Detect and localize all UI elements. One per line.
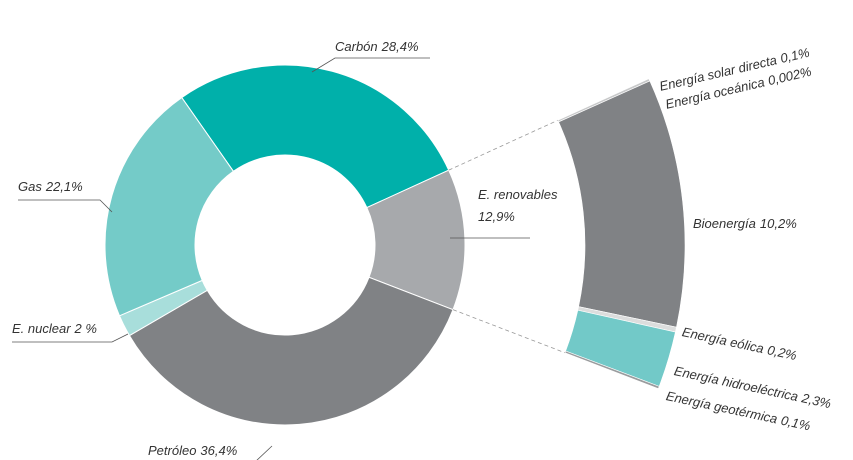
breakdown-label: Energía eólica0,2% [681, 325, 798, 364]
label-name: E. renovables [478, 187, 558, 202]
leader-line [18, 199, 113, 213]
label-value: 0,1% [780, 413, 812, 434]
slice-label: Petróleo 36,4% [148, 443, 237, 458]
label-name: Petróleo [148, 443, 196, 458]
slice-label: Carbón 28,4% [335, 39, 419, 54]
breakdown-label: Bioenergía 10,2% [693, 216, 797, 231]
label-value: 12,9% [478, 209, 515, 224]
connector [452, 309, 566, 354]
label-value: 10,2% [760, 216, 797, 231]
breakdown-segment [558, 80, 686, 328]
donut-slice [128, 276, 454, 426]
label-value: 2,3% [799, 391, 832, 412]
label-name: Bioenergía [693, 216, 756, 231]
leader-line [12, 333, 129, 343]
label-name: E. nuclear [12, 321, 71, 336]
label-name: Gas [18, 179, 42, 194]
leader-line [311, 57, 430, 73]
label-value: 36,4% [200, 443, 237, 458]
label-value: 28,4% [381, 39, 419, 54]
donut-slice [181, 64, 450, 209]
breakdown-segment [564, 350, 660, 390]
label-name: Carbón [335, 39, 378, 54]
donut-slice [104, 96, 235, 317]
label-name: Energía eólica [681, 325, 765, 357]
label-value: 0,2% [766, 343, 798, 364]
slice-label: E. nuclear 2 % [12, 321, 97, 336]
label-value: 22,1% [45, 179, 83, 194]
slice-label: E. renovables 12,9% [478, 187, 558, 224]
leader-line [256, 445, 273, 460]
connector [448, 119, 559, 171]
label-value: 2 % [74, 321, 97, 336]
label-value: 0,1% [779, 45, 811, 66]
slice-label: Gas 22,1% [18, 179, 83, 194]
